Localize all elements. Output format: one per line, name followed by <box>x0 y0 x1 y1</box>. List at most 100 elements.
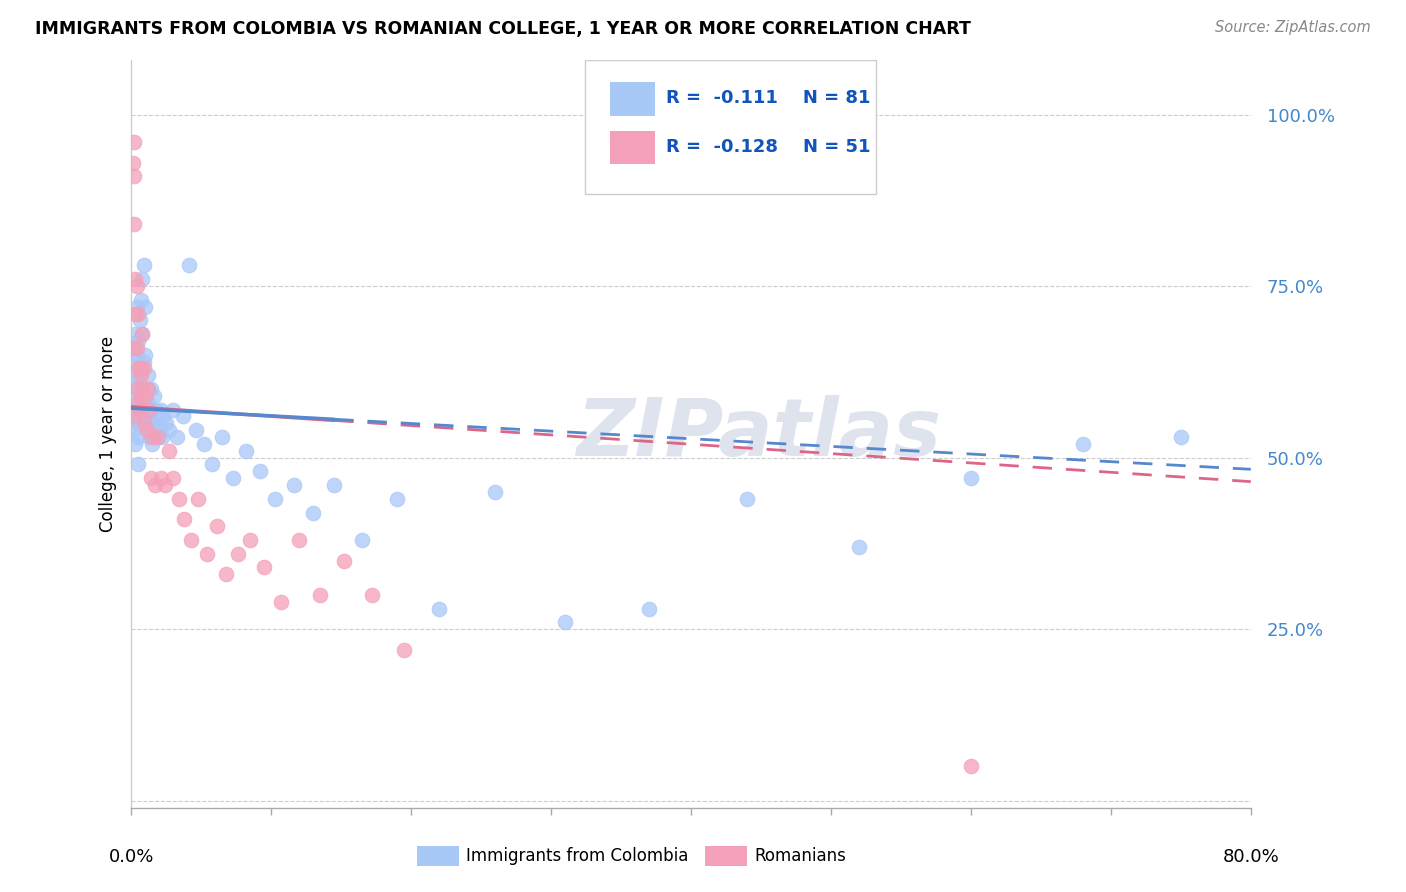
Text: Source: ZipAtlas.com: Source: ZipAtlas.com <box>1215 20 1371 35</box>
Point <box>125 300 148 314</box>
Point <box>122 423 145 437</box>
Text: IMMIGRANTS FROM COLOMBIA VS ROMANIAN COLLEGE, 1 YEAR OR MORE CORRELATION CHART: IMMIGRANTS FROM COLOMBIA VS ROMANIAN COL… <box>35 20 972 37</box>
Point <box>125 341 148 355</box>
Point <box>141 430 163 444</box>
Point <box>142 389 165 403</box>
Point <box>124 402 146 417</box>
Point <box>352 533 374 547</box>
Point <box>205 519 228 533</box>
Point <box>127 334 149 348</box>
Point <box>173 512 195 526</box>
Text: R =  -0.111    N = 81: R = -0.111 N = 81 <box>666 89 870 108</box>
Point <box>309 588 332 602</box>
Point <box>138 430 160 444</box>
Point <box>848 540 870 554</box>
Point <box>132 395 155 409</box>
Point <box>146 430 169 444</box>
Point <box>201 458 224 472</box>
Point <box>131 382 153 396</box>
Point <box>135 382 157 396</box>
Point <box>124 306 146 320</box>
Text: ZIPatlas: ZIPatlas <box>575 394 941 473</box>
Point <box>162 471 184 485</box>
Point <box>177 259 200 273</box>
Point <box>121 409 143 424</box>
Point <box>125 389 148 403</box>
Point <box>124 409 146 424</box>
Point <box>323 478 346 492</box>
Point <box>125 279 148 293</box>
Point <box>121 155 143 169</box>
Point <box>264 491 287 506</box>
Point <box>136 382 159 396</box>
Point <box>128 402 150 417</box>
Point <box>392 642 415 657</box>
Point <box>132 259 155 273</box>
Point <box>385 491 408 506</box>
Point <box>127 430 149 444</box>
Point <box>124 272 146 286</box>
Point <box>121 341 143 355</box>
Point <box>125 382 148 396</box>
Point <box>184 423 207 437</box>
Point <box>960 471 983 485</box>
Point <box>134 389 156 403</box>
Point <box>157 443 180 458</box>
Point <box>134 300 156 314</box>
Point <box>129 389 152 403</box>
Point <box>122 217 145 231</box>
Point <box>136 368 159 383</box>
Point <box>249 464 271 478</box>
Point <box>132 417 155 431</box>
Point <box>131 327 153 342</box>
Point <box>166 430 188 444</box>
Point <box>193 437 215 451</box>
Point <box>122 169 145 184</box>
Point <box>122 354 145 368</box>
Point <box>131 417 153 431</box>
Point <box>128 313 150 327</box>
Point <box>127 395 149 409</box>
Point <box>129 395 152 409</box>
Point <box>127 306 149 320</box>
Point <box>124 437 146 451</box>
Point <box>143 478 166 492</box>
Point <box>124 327 146 342</box>
Point <box>129 361 152 376</box>
Text: R =  -0.128    N = 51: R = -0.128 N = 51 <box>666 138 870 156</box>
Point <box>125 348 148 362</box>
Point <box>167 491 190 506</box>
Point <box>124 368 146 383</box>
Point <box>180 533 202 547</box>
Point <box>960 759 983 773</box>
Point <box>152 409 174 424</box>
Point <box>131 272 153 286</box>
Point <box>127 382 149 396</box>
Point <box>135 417 157 431</box>
Point <box>129 293 152 307</box>
Point <box>122 395 145 409</box>
Point <box>195 547 218 561</box>
Point <box>127 361 149 376</box>
Point <box>1071 437 1094 451</box>
FancyBboxPatch shape <box>610 82 655 116</box>
Point <box>128 368 150 383</box>
Point <box>134 348 156 362</box>
Point <box>141 409 163 424</box>
Point <box>302 506 325 520</box>
Point <box>187 491 209 506</box>
Text: Immigrants from Colombia: Immigrants from Colombia <box>465 847 689 864</box>
Point <box>149 471 172 485</box>
Point <box>143 430 166 444</box>
Point <box>270 595 292 609</box>
Point <box>128 361 150 376</box>
Point <box>122 135 145 149</box>
Point <box>361 588 384 602</box>
Point <box>283 478 305 492</box>
Point <box>1170 430 1192 444</box>
Point <box>135 423 157 437</box>
Point <box>128 417 150 431</box>
Point <box>172 409 194 424</box>
FancyBboxPatch shape <box>585 60 876 194</box>
Point <box>735 491 758 506</box>
